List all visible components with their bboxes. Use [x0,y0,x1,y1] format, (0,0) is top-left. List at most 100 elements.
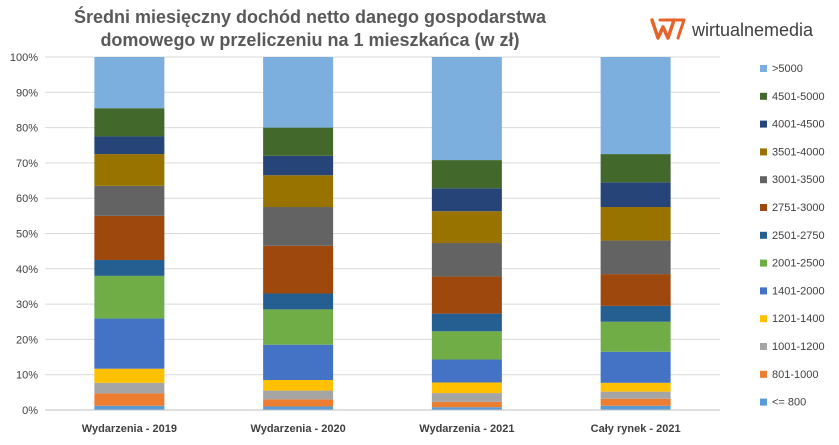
bar-segment [263,309,334,345]
legend-swatch [760,287,767,295]
legend-item: 801-1000 [760,369,819,381]
legend-item: <= 800 [760,397,806,409]
bar-segment [600,382,671,392]
y-tick-label: 20% [16,334,38,346]
legend-label: 1001-1200 [772,341,825,353]
bar-segment [431,188,502,212]
legend-swatch [760,231,767,239]
legend-item: 3001-3500 [760,174,825,186]
bar-segment [263,57,334,128]
y-tick-label: 40% [16,264,38,276]
y-tick-label: 90% [16,87,38,99]
x-axis: Wydarzenia - 2019 Wydarzenia - 2020 Wydarz… [45,409,720,435]
bar-segment [600,207,671,241]
bar-segment [263,399,334,407]
bar-segment [431,57,502,161]
bar-segment [600,154,671,183]
bar-segment [263,406,334,410]
bar-segment [263,127,334,156]
bar-segment [431,276,502,314]
bar-segment [431,407,502,410]
legend-item: 1401-2000 [760,285,825,297]
y-tick-label: 10% [16,370,38,382]
legend-item: 4001-4500 [760,119,825,131]
x-tick-label: Cały rynek - 2021 [591,423,681,435]
y-tick-label: 60% [16,193,38,205]
legend-label: >5000 [772,63,803,75]
bar-segment [600,240,671,275]
bar-segment [94,368,165,383]
bar-segment [263,175,334,208]
legend-swatch [760,259,767,267]
legend-swatch [760,176,767,184]
bars [94,57,671,410]
bar-segment [431,313,502,332]
legend-label: 1401-2000 [772,285,825,297]
legend-label: 2501-2750 [772,230,825,242]
legend-swatch [760,204,767,211]
bar-segment [263,155,334,176]
bar-segment [94,382,165,394]
bar-segment [600,182,671,208]
bar-segment [263,379,334,391]
legend-label: 801-1000 [772,369,819,381]
legend-label: 4001-4500 [772,119,825,131]
legend-label: 4501-5000 [772,91,825,103]
bar-segment [94,318,165,369]
bar-segment [431,243,502,277]
legend: >5000 4501-5000 4001-4500 3501-4000 3001-350… [760,63,825,409]
bar-segment [94,136,165,155]
bar-segment [263,344,334,380]
bar-segment [600,274,671,306]
wm-logo-icon [650,18,676,40]
bar-segment [600,391,671,399]
legend-item: 2501-2750 [760,230,825,242]
bar-segment [94,108,165,137]
bar-segment [600,398,671,406]
y-tick-label: 50% [16,229,38,241]
x-tick-label: Wydarzenia - 2020 [251,423,346,435]
x-tick-label: Wydarzenia - 2019 [82,423,177,435]
bar-segment [431,382,502,394]
legend-item: 2001-2500 [760,258,825,270]
legend-swatch [760,65,767,72]
legend-item: 2751-3000 [760,202,825,214]
bar-segment [94,275,165,319]
bar-segment [600,321,671,352]
y-tick-label: 30% [16,299,38,311]
legend-item: 4501-5000 [760,91,825,103]
bar-segment [94,405,165,410]
y-tick-label: 80% [16,123,38,135]
bar-stack [263,57,334,410]
bar-stack [94,57,165,410]
bar-segment [94,185,165,216]
bar-stack [600,57,671,410]
y-tick-label: 100% [10,52,38,64]
bar-segment [431,359,502,383]
legend-swatch [760,92,767,100]
bar-segment [263,207,334,246]
bar-segment [600,57,671,155]
legend-swatch [760,398,767,406]
y-axis: 0% 10% 20% 30% 40% 50% 60% 70% 80% 90% 100% [10,52,38,417]
x-tick-label: Wydarzenia - 2021 [419,423,514,435]
bar-segment [94,215,165,260]
bar-segment [94,57,165,109]
bar-segment [94,259,165,276]
legend-swatch [760,148,767,156]
bar-segment [431,331,502,360]
legend-label: <= 800 [772,397,806,409]
bar-segment [431,211,502,244]
bar-stack [431,57,502,410]
bar-segment [94,393,165,406]
brand-name: wirtualnemedia [691,20,814,40]
legend-swatch [760,370,767,378]
legend-item: 1201-1400 [760,313,825,325]
legend-label: 3501-4000 [772,146,825,158]
chart-title-line-1: Średni miesięczny dochód netto danego go… [74,6,547,27]
legend-swatch [760,120,767,128]
legend-label: 1201-1400 [772,313,825,325]
bar-segment [600,305,671,322]
legend-label: 3001-3500 [772,174,825,186]
